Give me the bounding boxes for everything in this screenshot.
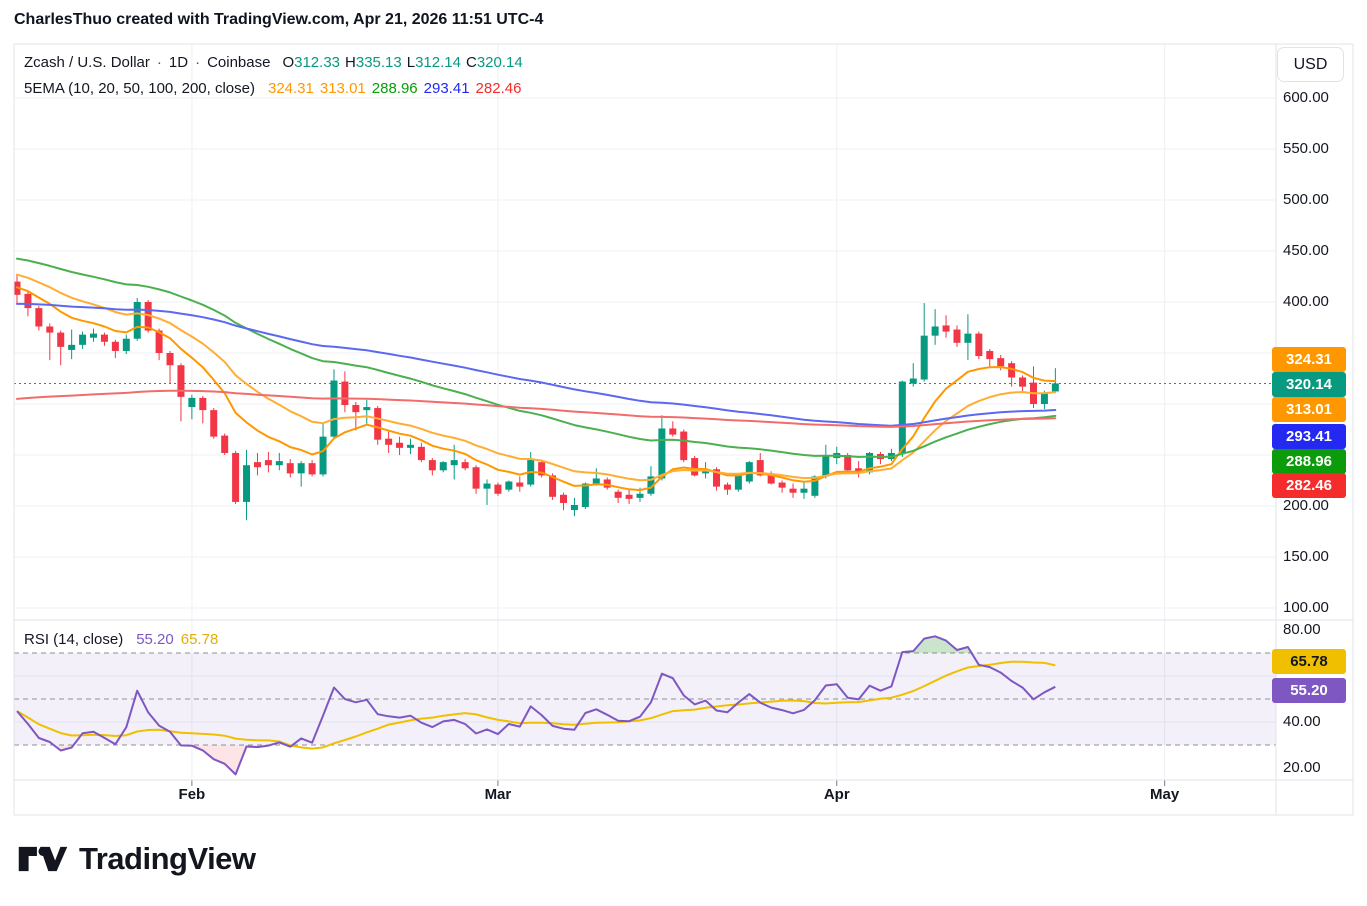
price-axis-tick: 600.00: [1283, 89, 1329, 106]
price-label: 324.31: [1272, 346, 1346, 372]
ema-20-value: 313.01: [319, 80, 366, 97]
ohlc-h-value: H335.13: [345, 54, 402, 71]
ema-50-value: 288.96: [371, 80, 418, 97]
rsi-ma-value: 65.78: [180, 631, 219, 648]
rsi-axis-tick: 40.00: [1283, 713, 1321, 730]
ema-200-value: 282.46: [475, 80, 522, 97]
price-axis-tick: 400.00: [1283, 293, 1329, 310]
legend-separator: ·: [156, 54, 162, 71]
rsi-axis-tick: 80.00: [1283, 621, 1321, 638]
time-axis-month-label: Feb: [178, 786, 206, 803]
ema-values: 324.31 313.01 288.96 293.41 282.46: [262, 80, 521, 97]
rsi-indicator-label[interactable]: RSI (14, close): [24, 631, 124, 648]
price-axis-tick: 100.00: [1283, 599, 1329, 616]
tradingview-logo[interactable]: TradingView: [18, 838, 256, 880]
tradingview-logo-text: TradingView: [79, 841, 256, 876]
ohlc-o-value: O312.33: [282, 54, 341, 71]
interval-label[interactable]: 1D: [168, 54, 189, 71]
symbol-name[interactable]: Zcash / U.S. Dollar: [24, 54, 150, 71]
price-label: 320.14: [1272, 371, 1346, 397]
tradingview-logo-icon: [18, 846, 68, 872]
ema-indicator-label[interactable]: 5EMA (10, 20, 50, 100, 200, close): [24, 80, 255, 97]
ema-100-value: 293.41: [423, 80, 470, 97]
legend-separator: ·: [195, 54, 201, 71]
exchange-label[interactable]: Coinbase: [207, 54, 271, 71]
ohlc-c-value: C320.14: [465, 54, 523, 71]
ema-10-value: 324.31: [267, 80, 314, 97]
time-axis-month-label: May: [1150, 786, 1180, 803]
price-label: 288.96: [1272, 448, 1346, 474]
price-axis-tick: 200.00: [1283, 497, 1329, 514]
ohlc-l-value: L312.14: [406, 54, 461, 71]
price-axis-tick: 450.00: [1283, 242, 1329, 259]
time-axis-month-label: Mar: [484, 786, 512, 803]
rsi-axis-tick: 20.00: [1283, 759, 1321, 776]
ema-legend-row[interactable]: 5EMA (10, 20, 50, 100, 200, close) 324.3…: [24, 80, 521, 97]
time-axis-month-label: Apr: [823, 786, 850, 803]
price-axis-tick: 500.00: [1283, 191, 1329, 208]
rsi-value: 55.20: [136, 631, 174, 648]
price-axis-tick: 550.00: [1283, 140, 1329, 157]
watermark-header: CharlesThuo created with TradingView.com…: [14, 11, 544, 28]
rsi-legend-row[interactable]: RSI (14, close) 55.20 65.78: [24, 631, 218, 648]
ohlc-values: O312.33 H335.13 L312.14 C320.14: [277, 54, 522, 71]
price-label: 282.46: [1272, 472, 1346, 498]
symbol-legend-row[interactable]: Zcash / U.S. Dollar · 1D · Coinbase O312…: [24, 54, 523, 71]
price-label: 293.41: [1272, 423, 1346, 449]
rsi-value-label: 65.78: [1272, 648, 1346, 674]
price-label: 313.01: [1272, 396, 1346, 422]
price-axis-tick: 150.00: [1283, 548, 1329, 565]
currency-usd-button[interactable]: USD: [1277, 47, 1344, 82]
rsi-value-label: 55.20: [1272, 677, 1346, 703]
